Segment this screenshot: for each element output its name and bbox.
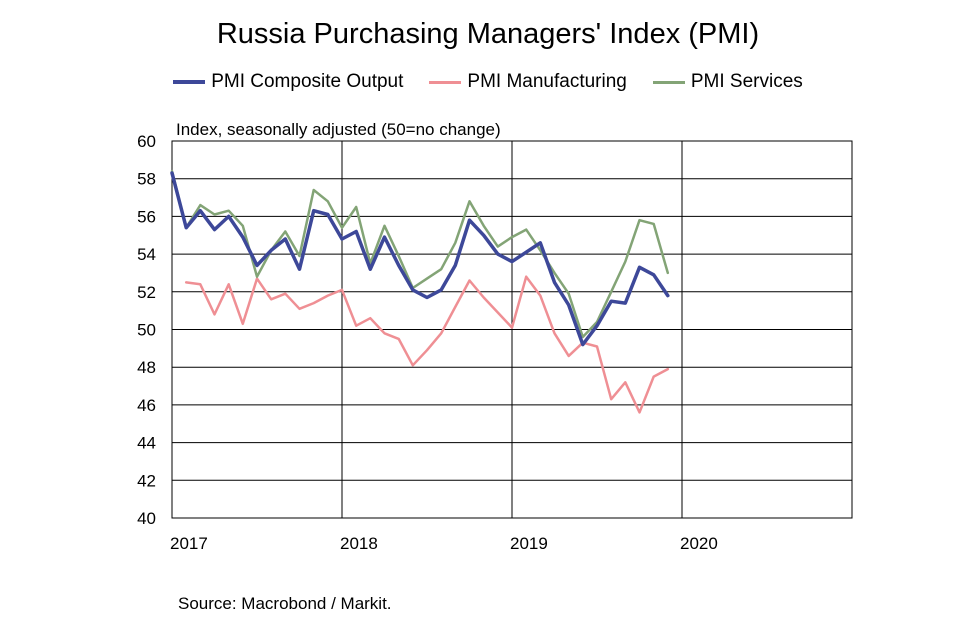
chart-title: Russia Purchasing Managers' Index (PMI) (216, 18, 760, 50)
y-tick-label: 48 (137, 358, 156, 377)
y-tick-label: 52 (137, 283, 156, 302)
x-tick-label: 2020 (680, 534, 718, 553)
y-tick-label: 42 (137, 471, 156, 490)
legend-swatch-services (652, 80, 685, 84)
legend-item-composite: PMI Composite Output (173, 71, 403, 93)
x-tick-label: 2017 (170, 534, 208, 553)
legend-item-manufacturing: PMI Manufacturing (429, 71, 627, 93)
y-tick-label: 58 (137, 170, 156, 189)
y-tick-label: 44 (137, 434, 156, 453)
legend-item-services: PMI Services (652, 71, 803, 93)
series-line-composite (170, 171, 670, 347)
legend: PMI Composite Output PMI Manufacturing P… (0, 71, 976, 93)
legend-swatch-manufacturing (429, 80, 462, 84)
x-tick-label: 2018 (340, 534, 378, 553)
legend-swatch-composite (173, 80, 206, 84)
x-tick-label: 2019 (510, 534, 548, 553)
series-line-services (170, 169, 670, 339)
chart-subtitle: Index, seasonally adjusted (50=no change… (176, 120, 501, 139)
legend-label-services: PMI Services (690, 71, 803, 92)
y-tick-label: 46 (137, 396, 156, 415)
y-tick-label: 50 (137, 321, 156, 340)
plot-border (171, 140, 853, 519)
y-tick-label: 54 (137, 245, 156, 264)
source-note: Source: Macrobond / Markit. (178, 594, 392, 613)
series-line-manufacturing (184, 275, 670, 414)
legend-label-manufacturing: PMI Manufacturing (467, 71, 627, 92)
y-tick-label: 56 (137, 207, 156, 226)
legend-label-composite: PMI Composite Output (211, 71, 404, 92)
y-tick-label: 60 (137, 132, 156, 151)
y-tick-label: 40 (137, 509, 156, 528)
